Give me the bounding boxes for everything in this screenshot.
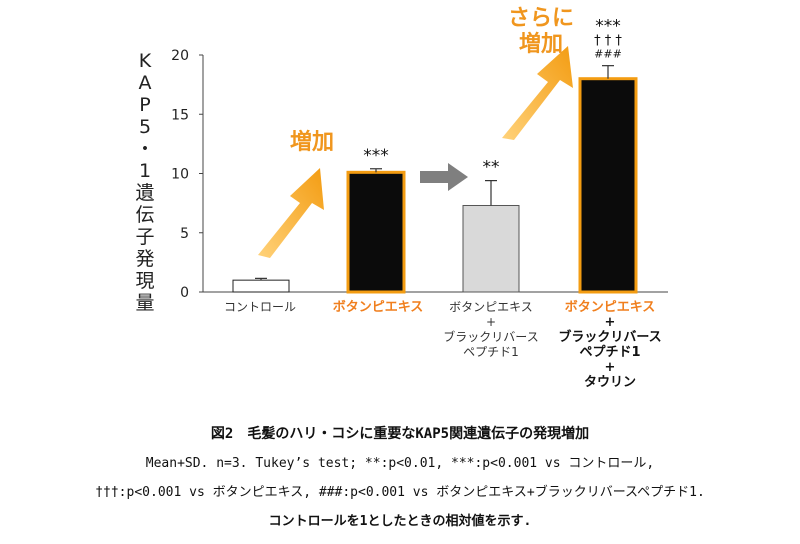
gray-arrow <box>420 163 468 191</box>
y-tick-label: 15 <box>171 107 189 123</box>
category-label-line: コントロール <box>223 300 296 314</box>
significance-label-2: ** <box>483 158 500 178</box>
figure-caption-line-1: Mean+SD. n=3. Tukey’s test; **:p<0.01, *… <box>145 456 655 471</box>
category-label-control: コントロール <box>210 300 310 315</box>
significance-marks: *****###† † †*** <box>363 17 622 178</box>
y-axis-label-char: 量 <box>135 292 155 314</box>
category-label-line: + <box>485 315 497 329</box>
category-label-line: ブラックリバース <box>443 330 539 344</box>
bar-3 <box>578 77 638 294</box>
category-label-line: ブラックリバース <box>558 330 662 345</box>
callout-increase: 増加 <box>289 130 334 155</box>
category-label-line: ボタンピエキス <box>449 300 533 314</box>
y-tick-label: 20 <box>171 48 189 64</box>
callout-further-increase: さらに 増加 <box>508 6 574 58</box>
significance-label-3: ### <box>594 48 622 61</box>
y-axis-label-char: P <box>139 94 151 116</box>
significance-label-3: *** <box>595 17 621 37</box>
y-axis-label-char: 子 <box>135 226 155 248</box>
y-tick-label: 10 <box>171 167 189 183</box>
y-axis-label-char: 伝 <box>135 204 155 226</box>
bars <box>232 77 638 294</box>
callout-line: 増加 <box>518 32 563 57</box>
orange-arrow-2 <box>502 46 573 140</box>
category-label-line: + <box>604 315 616 330</box>
callout-line: さらに <box>508 6 575 31</box>
figure-caption-title: 図2 毛髪のハリ・コシに重要なKAP5関連遺伝子の発現増加 <box>210 426 590 442</box>
y-axis-label-char: 1 <box>138 160 152 182</box>
error-bars <box>255 65 614 281</box>
y-axis-label: K A P 5 ・ 1 遺伝子発現量 <box>132 50 158 314</box>
category-label-line: + <box>604 360 616 375</box>
bar-0 <box>232 279 290 293</box>
figure-caption-line-2: †††:p<0.001 vs ボタンピエキス, ###:p<0.001 vs ボ… <box>95 485 705 500</box>
figure-caption-line-3: コントロールを1としたときの相対値を示す. <box>268 514 532 529</box>
callout-arrows <box>258 46 573 258</box>
y-axis-label-char: 遺 <box>135 182 155 204</box>
y-axis-label-char: 5 <box>138 116 152 138</box>
bar-1 <box>346 170 406 294</box>
category-label-line: ボタンピエキス <box>332 300 424 315</box>
y-axis-label-char: ・ <box>135 138 155 160</box>
y-tick-label: 0 <box>180 285 189 301</box>
category-label-botanpi: ボタンピエキス <box>318 300 438 315</box>
category-label-line: ペプチド1 <box>579 345 641 360</box>
category-label-line: ペプチド1 <box>463 345 519 359</box>
significance-label-1: *** <box>363 146 389 166</box>
y-tick-label: 5 <box>180 226 189 242</box>
category-label-botanpi-peptide: ボタンピエキス + ブラックリバース ペプチド1 <box>431 300 551 360</box>
category-label-line: ボタンピエキス <box>564 300 656 315</box>
orange-arrow-1 <box>258 168 324 258</box>
category-label-botanpi-peptide-taurine: ボタンピエキス + ブラックリバース ペプチド1 + タウリン <box>545 300 675 390</box>
significance-label-3: † † † <box>594 34 622 49</box>
y-axis-label-char: A <box>138 72 152 94</box>
y-axis-label-char: 現 <box>135 270 155 292</box>
category-label-line: タウリン <box>583 375 636 390</box>
y-axis-label-char: K <box>138 50 152 72</box>
y-axis-label-char: 発 <box>135 248 155 270</box>
bar-2 <box>462 204 520 293</box>
